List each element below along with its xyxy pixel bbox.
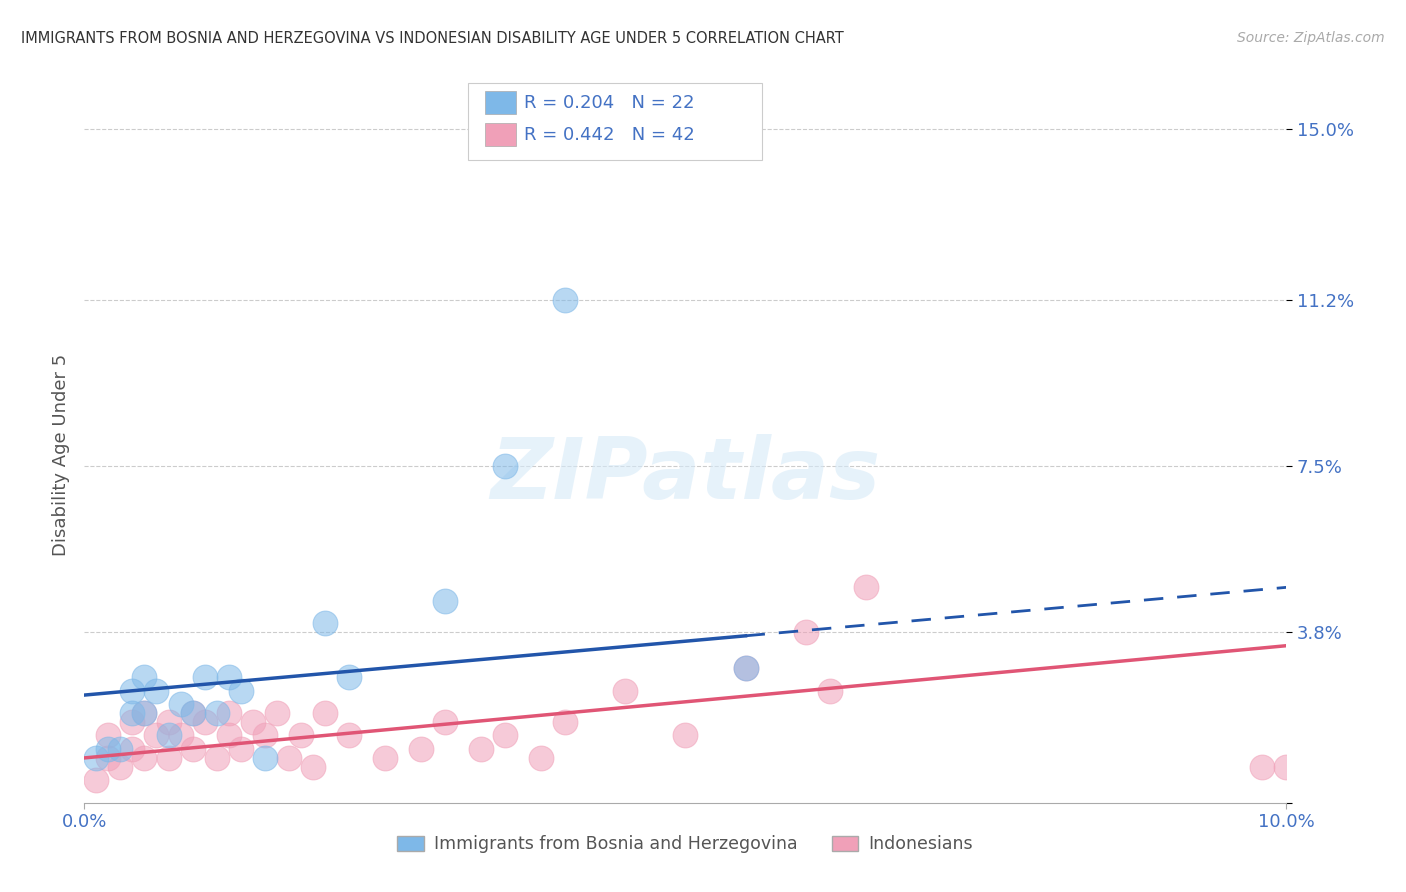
Point [337, 729, 360, 743]
Point [409, 742, 432, 756]
Point [301, 760, 323, 774]
Point [818, 683, 841, 698]
Point [554, 714, 576, 729]
Point [194, 714, 217, 729]
Point [794, 625, 817, 640]
Point [494, 729, 516, 743]
Point [494, 459, 516, 474]
Point [734, 661, 756, 675]
Point [194, 670, 217, 684]
Point [314, 706, 336, 720]
Point [134, 706, 156, 720]
Point [134, 706, 156, 720]
Text: R = 0.442   N = 42: R = 0.442 N = 42 [524, 126, 695, 144]
Point [134, 670, 156, 684]
Point [554, 293, 576, 307]
Point [855, 580, 877, 594]
Point [253, 751, 276, 765]
Point [218, 670, 240, 684]
Point [277, 751, 299, 765]
Point [86, 773, 108, 788]
Point [169, 729, 191, 743]
Point [134, 751, 156, 765]
Point [734, 661, 756, 675]
Point [675, 729, 697, 743]
Point [169, 697, 191, 711]
Point [145, 683, 167, 698]
Point [97, 742, 120, 756]
Point [229, 742, 252, 756]
Text: Source: ZipAtlas.com: Source: ZipAtlas.com [1237, 31, 1385, 45]
Point [121, 742, 143, 756]
Point [434, 594, 457, 608]
Point [157, 729, 180, 743]
Y-axis label: Disability Age Under 5: Disability Age Under 5 [52, 354, 70, 556]
Point [121, 714, 143, 729]
Point [121, 706, 143, 720]
Point [1275, 760, 1298, 774]
Point [614, 683, 637, 698]
Point [530, 751, 553, 765]
Point [110, 742, 132, 756]
Point [86, 751, 108, 765]
Point [205, 706, 228, 720]
Point [470, 742, 492, 756]
Legend: Immigrants from Bosnia and Herzegovina, Indonesians: Immigrants from Bosnia and Herzegovina, … [391, 829, 980, 860]
Point [253, 729, 276, 743]
Point [181, 706, 204, 720]
Point [218, 729, 240, 743]
Point [97, 751, 120, 765]
Text: R = 0.204   N = 22: R = 0.204 N = 22 [524, 94, 695, 112]
Point [205, 751, 228, 765]
Point [181, 742, 204, 756]
Point [337, 670, 360, 684]
Point [157, 714, 180, 729]
Point [181, 706, 204, 720]
Point [242, 714, 264, 729]
Point [266, 706, 288, 720]
Point [229, 683, 252, 698]
Text: IMMIGRANTS FROM BOSNIA AND HERZEGOVINA VS INDONESIAN DISABILITY AGE UNDER 5 CORR: IMMIGRANTS FROM BOSNIA AND HERZEGOVINA V… [21, 31, 844, 46]
Point [1251, 760, 1274, 774]
Point [434, 714, 457, 729]
Text: ZIPatlas: ZIPatlas [491, 434, 880, 517]
Point [290, 729, 312, 743]
Point [110, 760, 132, 774]
Point [218, 706, 240, 720]
Point [157, 751, 180, 765]
Point [374, 751, 396, 765]
Point [97, 729, 120, 743]
Point [314, 616, 336, 631]
Point [121, 683, 143, 698]
Point [145, 729, 167, 743]
